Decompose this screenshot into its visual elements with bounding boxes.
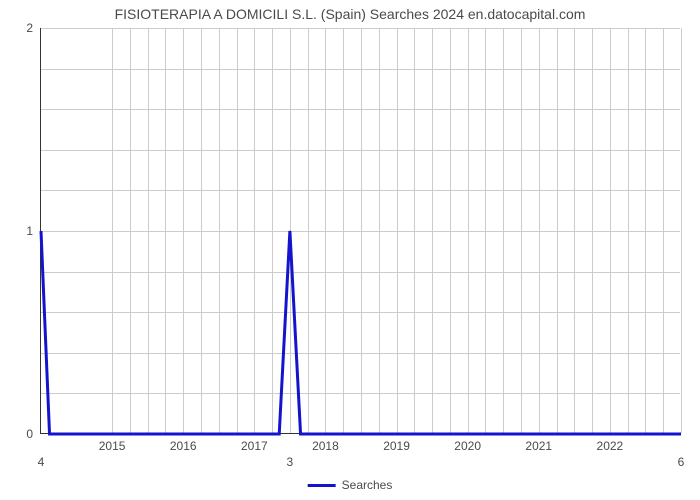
x-secondary-tick-label: 3 xyxy=(287,455,294,469)
x-secondary-tick-label: 4 xyxy=(38,455,45,469)
x-tick-label: 2015 xyxy=(99,439,126,453)
y-tick-label: 1 xyxy=(26,224,33,238)
y-tick-label: 0 xyxy=(26,427,33,441)
legend-swatch xyxy=(308,484,336,487)
series-line xyxy=(41,28,681,434)
chart-title: FISIOTERAPIA A DOMICILI S.L. (Spain) Sea… xyxy=(0,6,700,22)
x-tick-label: 2021 xyxy=(525,439,552,453)
x-tick-label: 2018 xyxy=(312,439,339,453)
x-tick-label: 2020 xyxy=(454,439,481,453)
x-tick-label: 2017 xyxy=(241,439,268,453)
x-tick-label: 2022 xyxy=(597,439,624,453)
grid-line-vertical xyxy=(681,28,682,433)
x-secondary-tick-label: 6 xyxy=(678,455,685,469)
x-tick-label: 2016 xyxy=(170,439,197,453)
chart-container: FISIOTERAPIA A DOMICILI S.L. (Spain) Sea… xyxy=(0,0,700,500)
plot-area: 01220152016201720182019202020212022436 xyxy=(40,28,680,434)
x-tick-label: 2019 xyxy=(383,439,410,453)
legend: Searches xyxy=(308,478,393,492)
y-tick-label: 2 xyxy=(26,21,33,35)
legend-label: Searches xyxy=(342,478,393,492)
